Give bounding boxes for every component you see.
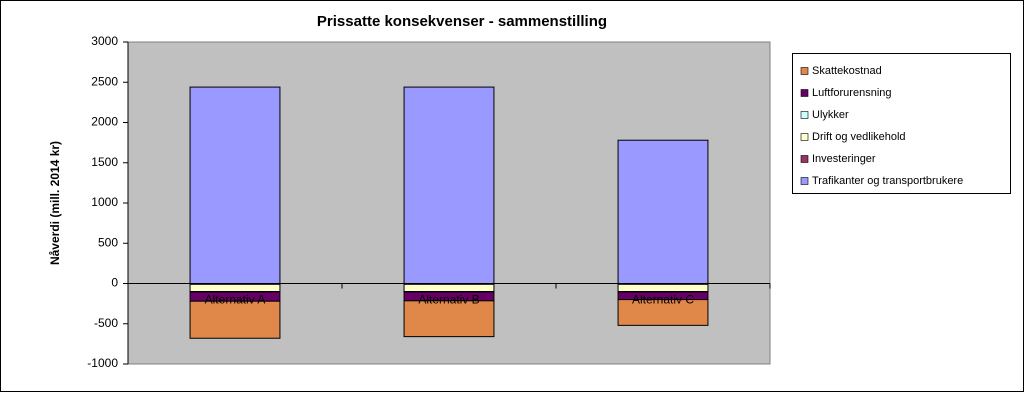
y-tick-label: -500	[94, 316, 118, 330]
legend-swatch	[801, 68, 808, 75]
bar-segment	[618, 140, 708, 283]
legend-swatch	[801, 134, 808, 141]
x-tick-label: Alternativ C	[632, 293, 694, 307]
y-axis-label: Nåverdi (mill. 2014 kr)	[48, 141, 62, 265]
chart-title: Prissatte konsekvenser - sammenstilling	[317, 13, 607, 30]
bar-segment	[190, 284, 280, 291]
y-tick-label: 1000	[91, 195, 118, 209]
legend-swatch	[801, 156, 808, 163]
y-tick-label: 2000	[91, 115, 118, 129]
y-tick-label: 2500	[91, 74, 118, 88]
x-tick-label: Alternativ A	[205, 293, 266, 307]
bar-segment	[618, 284, 708, 291]
y-tick-label: 0	[111, 276, 118, 290]
legend-swatch	[801, 178, 808, 185]
y-tick-label: -1000	[87, 356, 118, 370]
legend-label: Luftforurensning	[812, 87, 892, 99]
bar-segment	[404, 87, 494, 283]
y-tick-label: 500	[98, 235, 118, 249]
legend-label: Skattekostnad	[812, 65, 882, 77]
x-tick-label: Alternativ B	[418, 293, 479, 307]
bar-segment	[190, 87, 280, 283]
legend-swatch	[801, 112, 808, 119]
legend-label: Drift og vedlikehold	[812, 131, 906, 143]
bar-segment	[404, 284, 494, 291]
legend-label: Investeringer	[812, 153, 876, 165]
y-tick-label: 1500	[91, 155, 118, 169]
legend-label: Ulykker	[812, 109, 849, 121]
y-tick-label: 3000	[91, 34, 118, 48]
bar-segment	[190, 301, 280, 338]
legend-swatch	[801, 90, 808, 97]
legend-label: Trafikanter og transportbrukere	[812, 175, 963, 187]
